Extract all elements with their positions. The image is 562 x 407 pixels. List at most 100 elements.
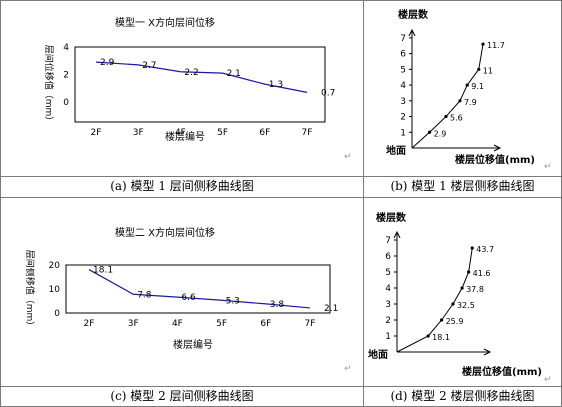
table-divider bbox=[0, 386, 562, 387]
data-point bbox=[458, 99, 462, 103]
data-label: 43.7 bbox=[476, 245, 494, 254]
chart-a-interstory-drift-model1: 模型一 X方向层间位移 楼层编号 层间位移值（mm） 0 2 4 2F 3F 4F 5F 6F… bbox=[43, 16, 335, 143]
chart-a-ylabel: 层间位移值（mm） bbox=[43, 45, 55, 126]
y-tick-label: 1 bbox=[385, 332, 391, 342]
x-tick-label: 7F bbox=[302, 128, 313, 138]
data-label: 18.1 bbox=[93, 266, 113, 276]
caption-b: (b) 模型 1 楼层侧移曲线图 bbox=[390, 179, 535, 193]
x-tick-label: 6F bbox=[259, 128, 270, 138]
chart-c-ylabel: 层间侧移值（mm） bbox=[24, 250, 36, 331]
y-tick-label: 3 bbox=[385, 300, 391, 310]
y-tick-label: 7 bbox=[385, 236, 391, 246]
y-tick-label: 20 bbox=[49, 261, 61, 271]
data-label: 2.1 bbox=[324, 304, 338, 314]
chart-c-xlabel: 楼层编号 bbox=[173, 338, 213, 351]
data-label: 37.8 bbox=[466, 285, 484, 294]
y-tick-label: 2 bbox=[63, 71, 69, 81]
data-label: 2.9 bbox=[100, 58, 115, 68]
data-label: 2.7 bbox=[142, 61, 156, 71]
chart-b-xlabel: 楼层位移值(mm) bbox=[455, 153, 535, 166]
data-label: 1.3 bbox=[269, 80, 283, 90]
caption-c: (c) 模型 2 层间侧移曲线图 bbox=[110, 389, 254, 403]
chart-b-origin-label: 地面 bbox=[386, 144, 406, 157]
y-tick-label: 6 bbox=[400, 50, 406, 60]
table-divider bbox=[0, 176, 562, 177]
y-tick-label: 2 bbox=[400, 113, 406, 123]
x-tick-label: 3F bbox=[133, 128, 144, 138]
paragraph-mark: ↵ bbox=[344, 364, 352, 374]
table-divider bbox=[0, 197, 562, 198]
x-tick-label: 3F bbox=[128, 319, 139, 329]
data-label: 0.7 bbox=[321, 88, 335, 98]
data-label: 7.8 bbox=[137, 290, 152, 300]
data-label: 2.9 bbox=[434, 129, 447, 138]
caption-a: (a) 模型 1 层间侧移曲线图 bbox=[110, 179, 254, 193]
series-line bbox=[95, 61, 308, 93]
x-axis-arrow bbox=[493, 144, 502, 152]
y-tick-label: 4 bbox=[400, 81, 406, 91]
x-tick-label: 2F bbox=[84, 319, 95, 329]
y-tick-label: 10 bbox=[49, 285, 61, 295]
data-point bbox=[465, 83, 469, 87]
chart-b-story-displacement-model1: 楼层数 地面 楼层位移值(mm) 1 2 3 4 5 6 7 2.95.67.9 9.1 11 11… bbox=[386, 8, 535, 166]
data-label: 2.1 bbox=[227, 69, 241, 79]
data-label: 18.1 bbox=[432, 333, 450, 342]
chart-a-xlabel: 楼层编号 bbox=[165, 130, 205, 143]
chart-d-story-displacement-model2: 楼层数 地面 楼层位移值(mm) 1 2 3 4 5 6 7 18.1 25.9 32.5 37.8… bbox=[368, 211, 542, 378]
chart-a-frame bbox=[74, 46, 326, 123]
table-border-left bbox=[0, 0, 1, 407]
y-axis-arrow bbox=[393, 230, 401, 239]
data-label: 11 bbox=[483, 66, 493, 75]
y-tick-label: 4 bbox=[385, 284, 391, 294]
x-tick-label: 7F bbox=[305, 319, 316, 329]
data-label: 6.6 bbox=[181, 293, 196, 303]
y-tick-label: 6 bbox=[385, 252, 391, 262]
data-label: 25.9 bbox=[446, 317, 464, 326]
y-tick-label: 3 bbox=[400, 97, 406, 107]
data-label: 3.8 bbox=[270, 300, 285, 310]
x-tick-label: 2F bbox=[91, 128, 102, 138]
data-point bbox=[477, 67, 481, 71]
chart-c-interstory-drift-model2: 模型二 X方向层间位移 楼层编号 层间侧移值（mm） 0 10 20 2F 3F 4F 5F… bbox=[24, 226, 338, 351]
chart-d-xlabel: 楼层位移值(mm) bbox=[462, 365, 542, 378]
series-line bbox=[88, 269, 311, 309]
data-label: 2.2 bbox=[184, 68, 198, 78]
y-axis-arrow bbox=[408, 28, 416, 37]
y-tick-label: 4 bbox=[63, 43, 69, 53]
y-tick-label: 5 bbox=[385, 268, 391, 278]
paragraph-mark: ↵ bbox=[344, 152, 352, 162]
data-point bbox=[428, 130, 432, 134]
y-tick-label: 0 bbox=[54, 309, 60, 319]
chart-c-frame bbox=[65, 264, 331, 314]
chart-d-origin-label: 地面 bbox=[368, 348, 388, 361]
y-tick-label: 1 bbox=[400, 128, 406, 138]
data-point bbox=[460, 286, 464, 290]
data-label: 7.9 bbox=[464, 98, 477, 107]
y-tick-label: 5 bbox=[400, 65, 406, 75]
x-tick-label: 4F bbox=[175, 128, 186, 138]
paragraph-mark: ↵ bbox=[544, 162, 552, 172]
data-point bbox=[481, 42, 485, 46]
data-point bbox=[444, 114, 448, 119]
x-tick-label: 4F bbox=[172, 319, 183, 329]
data-label: 5.3 bbox=[226, 296, 240, 306]
y-tick-label: 2 bbox=[385, 316, 391, 326]
x-tick-label: 5F bbox=[216, 319, 227, 329]
chart-d-ylabel: 楼层数 bbox=[376, 211, 407, 224]
table-column-divider bbox=[363, 0, 364, 407]
data-point bbox=[451, 302, 455, 306]
chart-c-title: 模型二 X方向层间位移 bbox=[115, 226, 215, 239]
caption-d: (d) 模型 2 楼层侧移曲线图 bbox=[390, 389, 535, 403]
x-tick-label: 6F bbox=[260, 319, 271, 329]
data-label: 5.6 bbox=[450, 114, 463, 123]
chart-b-ylabel: 楼层数 bbox=[398, 8, 429, 21]
data-label: 9.1 bbox=[471, 82, 484, 91]
y-tick-label: 7 bbox=[400, 34, 406, 44]
data-point bbox=[426, 334, 430, 338]
data-point bbox=[470, 246, 474, 250]
chart-a-title: 模型一 X方向层间位移 bbox=[115, 16, 215, 29]
data-point bbox=[440, 318, 444, 322]
data-point bbox=[467, 270, 471, 274]
table-border-top bbox=[0, 0, 562, 1]
